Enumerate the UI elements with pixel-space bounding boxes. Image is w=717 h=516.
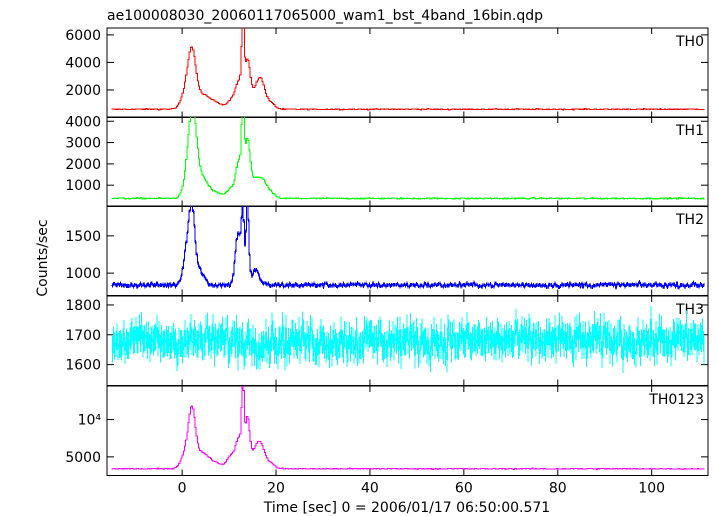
x-tick-label: 40 [361, 481, 379, 497]
y-tick-label: 1600 [65, 358, 101, 374]
y-tick-label: 2000 [65, 157, 101, 173]
y-tick-label: 1000 [65, 266, 101, 282]
panel-frame [106, 27, 709, 118]
x-tick-label: 100 [638, 481, 665, 497]
panel-th3: 1600 1700 1800 TH3 [65, 295, 709, 386]
y-tick-label: 4000 [65, 55, 101, 71]
x-axis-label: Time [sec] 0 = 2006/01/17 06:50:00.571 [263, 500, 550, 516]
panel-frame [106, 385, 709, 476]
y-tick-label: 5000 [65, 450, 101, 466]
x-axis: 0 20 40 60 80 100 [178, 481, 665, 497]
panel-label: TH0 [675, 34, 704, 50]
panel-th0: 2000 4000 6000 TH0 [65, 27, 709, 118]
panel-label: TH3 [675, 302, 704, 318]
series-line-th1 [111, 117, 705, 200]
panel-th2: 1000 1500 TH2 [65, 205, 709, 296]
series-line-th3 [111, 319, 705, 361]
x-tick-label: 60 [455, 481, 473, 497]
y-tick-label: 1700 [65, 328, 101, 344]
y-tick-label: 2000 [65, 83, 101, 99]
x-tick-label: 20 [267, 481, 285, 497]
y-tick-label: 1500 [65, 229, 101, 245]
y-tick-label: 3000 [65, 136, 101, 152]
y-tick-label: 6000 [65, 28, 101, 44]
y-tick-label: 1800 [65, 298, 101, 314]
y-tick-label: 4000 [65, 114, 101, 130]
x-tick-label: 0 [178, 481, 187, 497]
x-tick-label: 80 [549, 481, 567, 497]
y-axis-label: Counts/sec [35, 219, 51, 296]
y-tick-label: 10⁴ [78, 413, 102, 429]
series-line-th0123 [111, 386, 705, 470]
panel-th0123: 5000 10⁴ TH0123 [65, 385, 709, 476]
panel-label: TH2 [675, 212, 704, 228]
error-bars-th2 [111, 206, 705, 290]
error-bars-th1 [111, 121, 705, 200]
panel-label: TH0123 [648, 392, 704, 408]
series-line-th2 [111, 206, 705, 289]
y-tick-label: 1000 [65, 178, 101, 194]
panel-th1: 1000 2000 3000 4000 TH1 [65, 114, 709, 207]
series-line-th0 [111, 28, 705, 111]
panel-label: TH1 [675, 123, 704, 139]
panel-stack: 2000 4000 6000 TH0 1000 2000 3000 4000 TH1 1000 15… [65, 27, 709, 476]
chart-title: ae100008030_20060117065000_wam1_bst_4ban… [107, 8, 543, 24]
panel-frame [106, 116, 709, 207]
